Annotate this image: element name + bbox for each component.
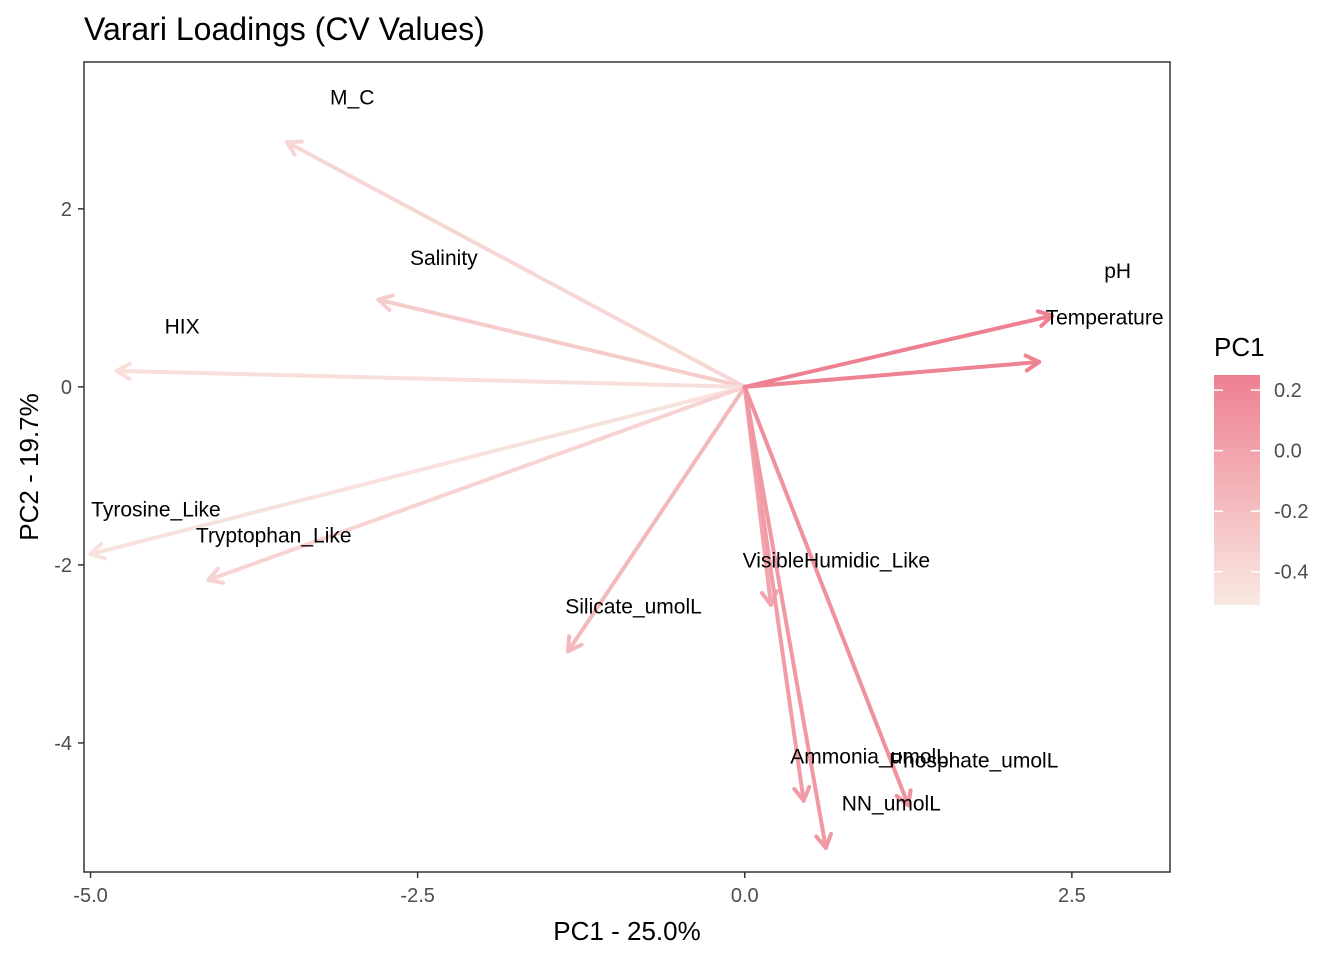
x-tick-label: 0.0 xyxy=(731,885,759,907)
x-tick-label: -5.0 xyxy=(73,885,107,907)
legend-colorbar xyxy=(1214,375,1260,605)
loading-arrow-M_C xyxy=(284,140,747,389)
arrowhead-M_C xyxy=(284,139,304,157)
plot-panel xyxy=(83,61,1171,873)
y-tick-label: 2 xyxy=(61,199,72,221)
arrowhead-NN_umolL xyxy=(814,831,834,850)
loading-arrow-Silicate_umolL xyxy=(566,384,747,654)
loading-label-NN_umolL: NN_umolL xyxy=(842,792,941,815)
x-tick-label: -2.5 xyxy=(400,885,434,907)
loading-arrow-NN_umolL xyxy=(742,384,828,850)
arrowhead-Tyrosine_Like xyxy=(88,541,107,561)
arrowhead-Silicate_umolL xyxy=(566,634,584,654)
y-axis: 2 0 -2 -4 xyxy=(54,199,84,755)
color-legend: PC1 0.2 0.0 -0.2 -0.4 xyxy=(1214,332,1308,605)
loading-arrow-Tyrosine_Like xyxy=(88,384,747,557)
legend-tick-label: -0.2 xyxy=(1274,501,1308,523)
legend-title: PC1 xyxy=(1214,332,1265,362)
y-tick-label: -2 xyxy=(54,555,72,577)
loading-label-pH: pH xyxy=(1104,260,1131,283)
loading-arrow-HIX xyxy=(114,368,747,389)
arrowhead-Salinity xyxy=(376,293,395,312)
x-tick-label: 2.5 xyxy=(1058,885,1086,907)
arrowhead-Ammonia_umolL xyxy=(792,784,812,803)
arrowhead-Phosphate_umolL xyxy=(894,788,913,808)
loading-label-Tryptophan_Like: Tryptophan_Like xyxy=(196,525,352,548)
loading-label-HIX: HIX xyxy=(165,315,200,338)
loading-label-VisibleHumidic_Like: VisibleHumidic_Like xyxy=(743,549,931,572)
y-axis-title: PC2 - 19.7% xyxy=(14,393,44,540)
arrowhead-HIX xyxy=(114,361,132,381)
legend-ticks: 0.2 0.0 -0.2 -0.4 xyxy=(1214,380,1308,584)
loading-arrow-Tryptophan_Like xyxy=(206,384,747,583)
x-axis: -5.0 -2.5 0.0 2.5 xyxy=(73,872,1086,907)
loading-vectors xyxy=(88,139,1055,850)
loading-arrow-pH xyxy=(742,313,1055,389)
arrowhead-Temperature xyxy=(1023,353,1042,373)
legend-tick-label: -0.4 xyxy=(1274,562,1308,584)
loading-label-Temperature: Temperature xyxy=(1046,306,1164,329)
loading-arrow-Temperature xyxy=(742,359,1042,389)
y-tick-label: 0 xyxy=(61,377,72,399)
loading-label-Salinity: Salinity xyxy=(410,247,478,270)
loading-label-Phosphate_umolL: Phosphate_umolL xyxy=(889,750,1058,773)
loading-label-Tyrosine_Like: Tyrosine_Like xyxy=(91,499,221,522)
loading-labels: M_C Salinity HIX Tyrosine_Like Tryptophan_Li… xyxy=(91,87,1163,816)
loading-label-M_C: M_C xyxy=(330,87,374,110)
loading-label-Ammonia_umolL: Ammonia_umolL xyxy=(790,745,948,768)
y-tick-label: -4 xyxy=(54,733,72,755)
legend-tick-label: 0.2 xyxy=(1274,380,1302,402)
arrowhead-pH xyxy=(1035,309,1055,328)
loading-label-Silicate_umolL: Silicate_umolL xyxy=(565,596,702,619)
x-axis-title: PC1 - 25.0% xyxy=(553,916,700,946)
loading-arrow-Phosphate_umolL xyxy=(742,384,911,808)
chart-title: Varari Loadings (CV Values) xyxy=(84,11,485,47)
loading-arrow-Ammonia_umolL xyxy=(742,384,806,803)
legend-tick-label: 0.0 xyxy=(1274,441,1302,463)
arrowhead-Tryptophan_Like xyxy=(206,566,226,585)
loading-arrow-Salinity xyxy=(376,297,747,389)
